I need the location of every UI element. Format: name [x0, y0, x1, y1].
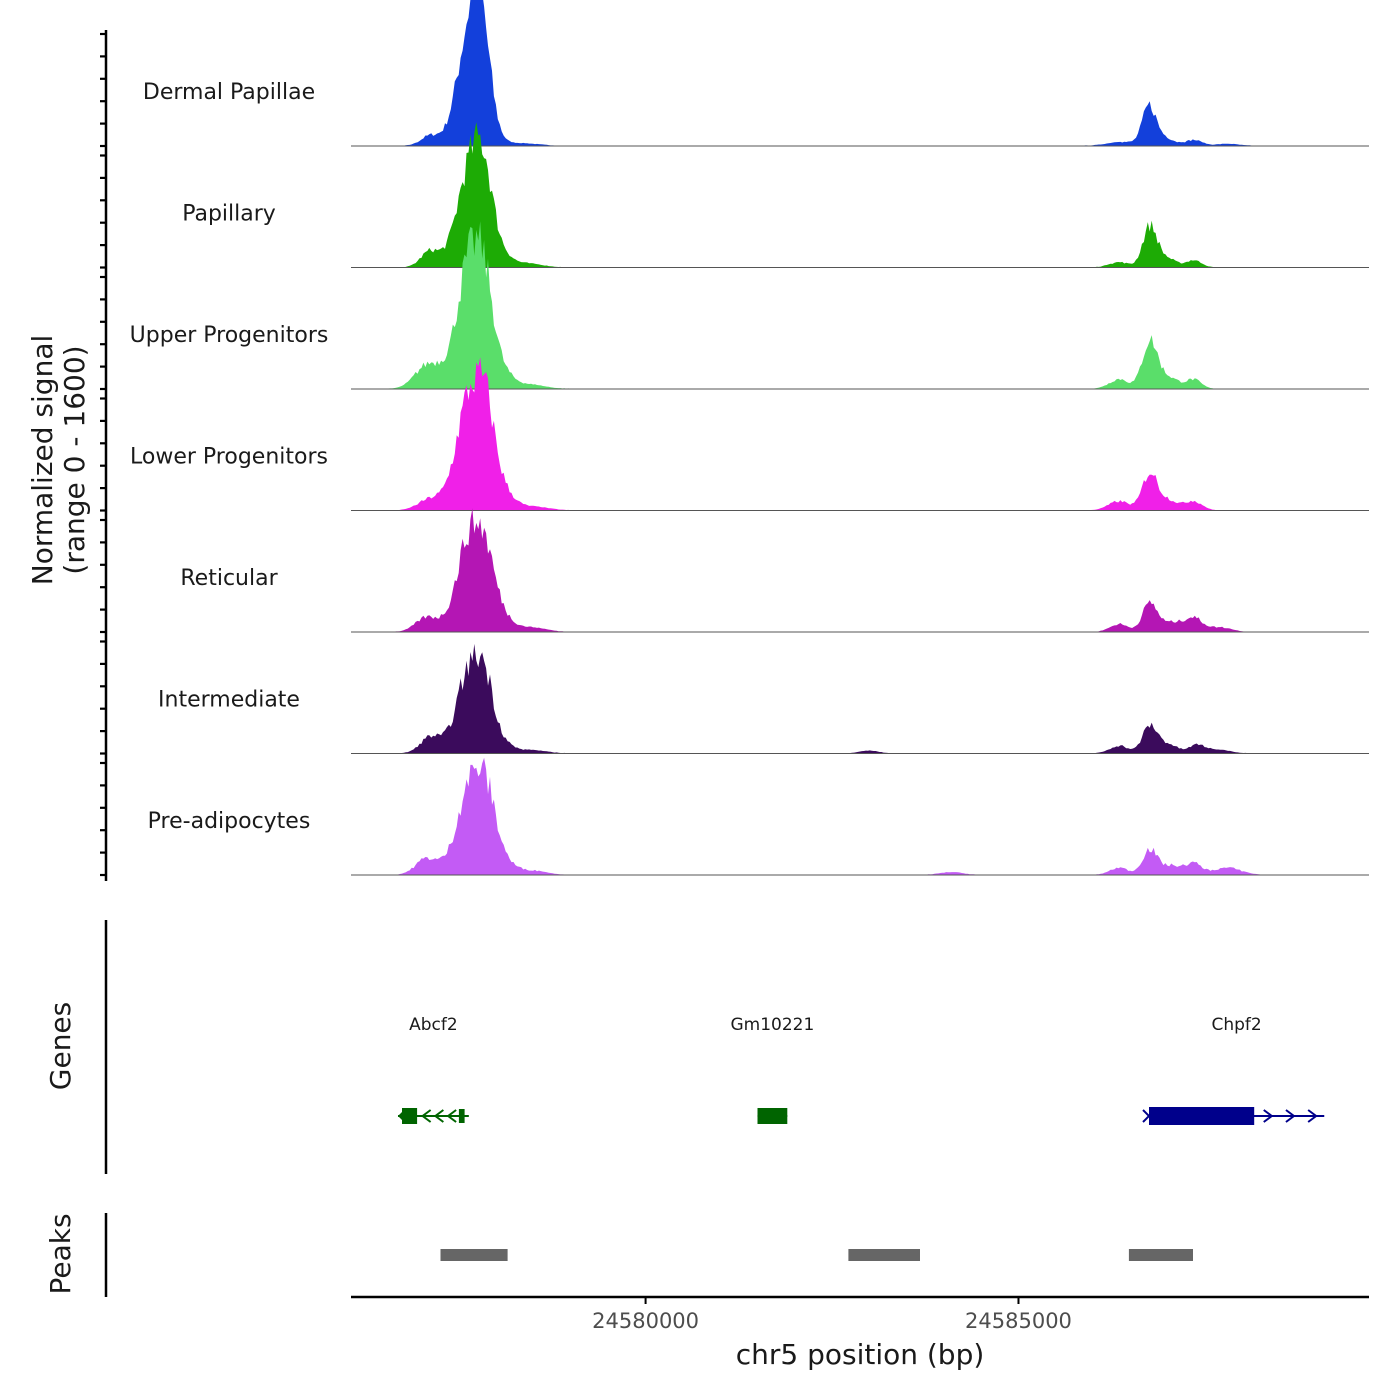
gene-label: Gm10221 [730, 1015, 814, 1035]
gene: Abcf2 [397, 1015, 469, 1124]
gene-exon [757, 1108, 788, 1124]
track-label: Reticular [180, 566, 278, 591]
strand-arrow [420, 1109, 432, 1123]
strand-arrow [1307, 1109, 1318, 1123]
gene: Gm10221 [730, 1015, 814, 1124]
coverage-track: Reticular [180, 508, 1369, 633]
strand-arrow [446, 1109, 457, 1123]
coverage-area [351, 0, 1369, 146]
track-label: Upper Progenitors [130, 323, 329, 348]
coverage-track: Papillary [182, 122, 1369, 268]
peak-region [848, 1249, 920, 1261]
coverage-area [351, 122, 1369, 268]
track-label: Papillary [182, 202, 276, 227]
track-label: Lower Progenitors [130, 445, 328, 470]
coverage-area [351, 221, 1369, 389]
peak-track [440, 1249, 1193, 1261]
coverage-area [351, 508, 1369, 632]
track-label: Pre-adipocytes [148, 809, 311, 834]
gene-label: Chpf2 [1211, 1015, 1261, 1035]
x-tick-label: 24580000 [592, 1309, 699, 1333]
peak-region [1128, 1249, 1193, 1261]
coverage-area [351, 757, 1369, 875]
x-axis-title: chr5 position (bp) [736, 1338, 985, 1371]
coverage-tracks: Dermal Papillae Papillary Upper Progenitor… [130, 0, 1369, 876]
genes-panel-title: Genes [44, 1002, 77, 1090]
coverage-track: Intermediate [158, 643, 1369, 754]
track-label: Intermediate [158, 688, 300, 713]
coverage-track: Upper Progenitors [130, 221, 1369, 390]
y-axis-subtitle: (range 0 - 1600) [58, 345, 91, 574]
gene-track: Abcf2 Gm10221 Chpf2 [397, 1015, 1325, 1125]
gene-label: Abcf2 [409, 1015, 458, 1035]
coverage-area [351, 643, 1369, 754]
coverage-track: Dermal Papillae [143, 0, 1369, 147]
peak-region [440, 1249, 508, 1261]
strand-arrow [1142, 1109, 1151, 1123]
strand-arrow [1285, 1109, 1296, 1123]
gene-exon [1149, 1107, 1255, 1125]
gene-exon [458, 1109, 465, 1123]
coverage-y-ticks [100, 32, 106, 877]
coverage-track: Pre-adipocytes [148, 757, 1369, 876]
coverage-track: Lower Progenitors [130, 357, 1369, 511]
strand-arrow [433, 1109, 444, 1123]
x-axis-ticks: 24580000 24585000 [592, 1297, 1072, 1333]
x-tick-label: 24585000 [965, 1309, 1072, 1333]
peaks-panel-title: Peaks [44, 1213, 77, 1294]
strand-arrow [1263, 1109, 1274, 1123]
gene: Chpf2 [1142, 1015, 1325, 1125]
track-label: Dermal Papillae [143, 80, 315, 105]
y-axis-title: Normalized signal [26, 335, 59, 586]
strand-arrow [397, 1108, 406, 1124]
coverage-area [351, 357, 1369, 511]
